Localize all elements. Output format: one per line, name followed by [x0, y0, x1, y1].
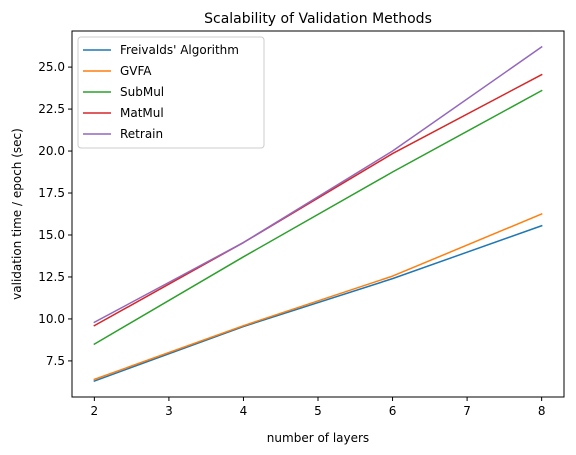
- x-tick-label: 8: [538, 404, 546, 418]
- plot-area: [93, 45, 543, 383]
- y-tick-label: 22.5: [38, 102, 65, 116]
- y-tick-label: 15.0: [38, 228, 65, 242]
- legend-label-gvfa: GVFA: [120, 64, 152, 78]
- y-axis-label: validation time / epoch (sec): [10, 128, 24, 300]
- plot-frame: [71, 30, 565, 398]
- x-tick-label: 4: [240, 404, 248, 418]
- legend-box: [77, 36, 265, 149]
- y-tick-label: 12.5: [38, 270, 65, 284]
- x-axis-ticks: 2 3 4 5 6 7 8: [91, 397, 546, 418]
- legend-label-freivalds-algorithm: Freivalds' Algorithm: [120, 43, 239, 57]
- x-tick-label: 6: [389, 404, 397, 418]
- series-line-retrain: [93, 45, 543, 324]
- legend-label-retrain: Retrain: [120, 127, 163, 141]
- y-tick-label: 17.5: [38, 186, 65, 200]
- x-tick-label: 5: [314, 404, 322, 418]
- series-line-matmul: [93, 73, 543, 327]
- chart-title: Scalability of Validation Methods: [204, 11, 432, 27]
- x-tick-label: 3: [165, 404, 173, 418]
- y-tick-label: 20.0: [38, 144, 65, 158]
- x-tick-label: 7: [463, 404, 471, 418]
- y-tick-label: 10.0: [38, 312, 65, 326]
- series-line-gvfa: [93, 213, 543, 381]
- y-tick-label: 25.0: [38, 60, 65, 74]
- y-axis-ticks: 7.5 10.0 12.5 15.0 17.5 20.0 22.5 25.0: [38, 60, 72, 368]
- legend-label-submul: SubMul: [120, 85, 164, 99]
- x-tick-label: 2: [91, 404, 99, 418]
- legend-label-matmul: MatMul: [120, 106, 164, 120]
- y-tick-label: 7.5: [46, 354, 65, 368]
- series-line-freivalds-algorithm: [93, 224, 543, 383]
- legend: Freivalds' Algorithm GVFA SubMul MatMul Retr…: [77, 36, 265, 149]
- x-axis-label: number of layers: [267, 431, 369, 445]
- series-line-submul: [93, 89, 543, 346]
